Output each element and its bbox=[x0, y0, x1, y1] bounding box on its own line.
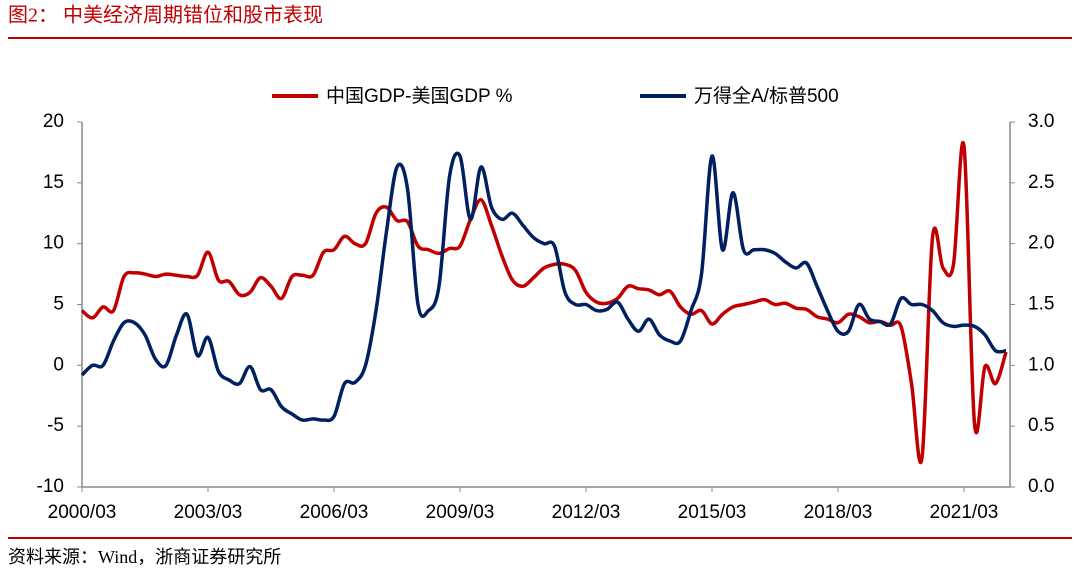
y2-tick-label: 0.0 bbox=[1028, 476, 1054, 497]
x-tick-label: 2018/03 bbox=[804, 502, 873, 523]
y2-tick-label: 0.5 bbox=[1028, 415, 1054, 436]
y-tick-label: 20 bbox=[43, 111, 64, 132]
y-tick-label: 5 bbox=[53, 294, 64, 315]
legend-label: 中国GDP-美国GDP % bbox=[326, 85, 513, 107]
y2-tick-label: 2.0 bbox=[1028, 233, 1054, 254]
chart-title: 图2： 中美经济周期错位和股市表现 bbox=[8, 4, 323, 27]
y-tick-label: 15 bbox=[43, 172, 64, 193]
y2-tick-label: 1.5 bbox=[1028, 294, 1054, 315]
y2-tick-label: 2.5 bbox=[1028, 172, 1054, 193]
x-tick-label: 2015/03 bbox=[678, 502, 747, 523]
y-tick-label: 10 bbox=[43, 233, 64, 254]
x-tick-label: 2021/03 bbox=[930, 502, 999, 523]
y-tick-label: -5 bbox=[47, 415, 64, 436]
x-tick-label: 2012/03 bbox=[552, 502, 621, 523]
y2-tick-label: 3.0 bbox=[1028, 111, 1054, 132]
x-tick-label: 2000/03 bbox=[48, 502, 117, 523]
x-tick-label: 2006/03 bbox=[300, 502, 369, 523]
legend-label: 万得全A/标普500 bbox=[694, 85, 839, 107]
source: 资料来源：Wind，浙商证券研究所 bbox=[8, 547, 281, 567]
series-line bbox=[80, 151, 1007, 423]
y-tick-label: -10 bbox=[37, 476, 64, 497]
y2-tick-label: 1.0 bbox=[1028, 354, 1054, 375]
x-tick-label: 2003/03 bbox=[174, 502, 243, 523]
y-tick-label: 0 bbox=[53, 354, 64, 375]
x-tick-label: 2009/03 bbox=[426, 502, 495, 523]
series-line bbox=[80, 141, 1008, 465]
